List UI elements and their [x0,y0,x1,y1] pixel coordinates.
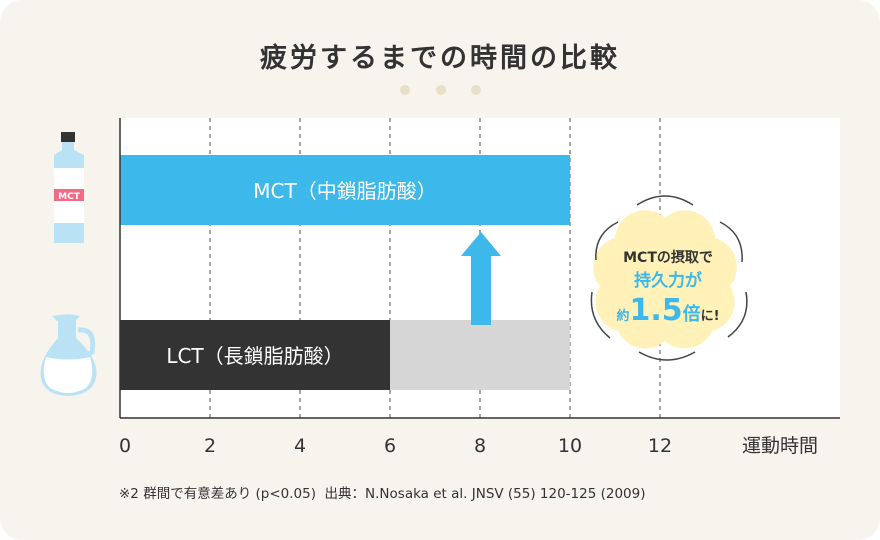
decorative-dot [436,85,446,95]
bar-label-mct: MCT（中鎖脂肪酸） [253,179,436,203]
bar-lct-gap [390,320,570,390]
callout-line1: MCTの摂取で [623,249,713,266]
x-tick-label: 10 [558,435,582,457]
decorative-dot [471,85,481,95]
chart-title: 疲労するまでの時間の比較 [260,43,620,74]
x-axis-label: 運動時間 [742,435,818,457]
decorative-dot [400,85,410,95]
arrow-up-icon [461,232,501,325]
footnote: ※2 群間で有意差あり (p<0.05) 出典：N.Nosaka et al. … [119,486,646,502]
x-tick-label: 12 [648,435,672,457]
x-tick-label: 8 [474,435,486,457]
callout-badge: MCTの摂取で 持久力が 約1.5倍に! [590,195,748,361]
bottle-label: MCT [58,192,81,202]
bar-label-lct: LCT（長鎖脂肪酸） [166,344,343,368]
x-tick-label: 6 [384,435,396,457]
oil-jug-icon [40,314,97,396]
mct-bottle-icon: MCT [54,132,84,243]
callout-line2: 持久力が [634,270,702,291]
x-tick-label: 4 [294,435,306,457]
x-tick-label: 2 [204,435,216,457]
callout-line3: 約1.5倍に! [616,293,719,328]
bar-mct [120,155,570,225]
x-tick-label: 0 [119,435,131,457]
bar-lct [120,320,390,390]
